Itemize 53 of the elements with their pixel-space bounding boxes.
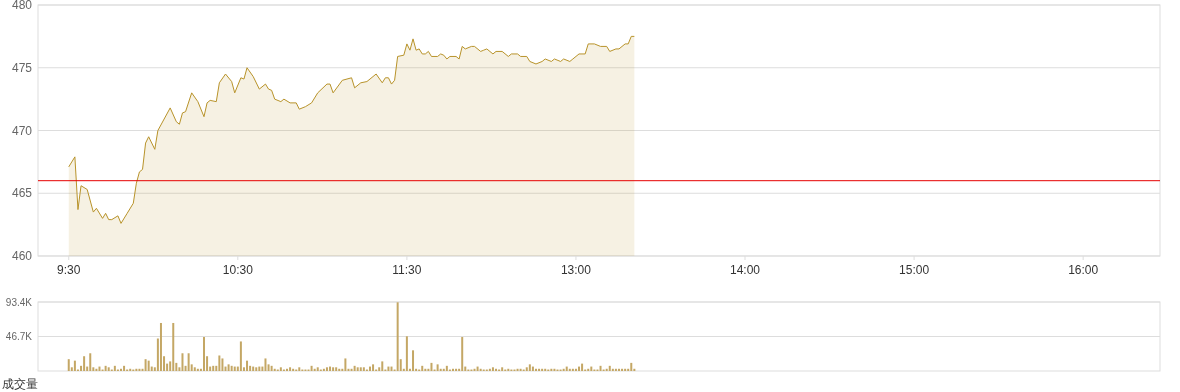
bar	[344, 358, 347, 371]
bar	[325, 367, 328, 371]
bar	[196, 368, 199, 371]
y-tick-label: 480	[11, 0, 33, 13]
y-tick-label: 475	[11, 60, 33, 75]
y-tick-label: 470	[11, 123, 33, 138]
x-tick-label: 10:30	[222, 263, 254, 277]
x-axis-title: 成交量	[2, 377, 38, 391]
bar	[144, 359, 147, 371]
bar	[193, 367, 196, 371]
bar	[239, 341, 242, 371]
bar	[611, 368, 614, 371]
bar	[538, 368, 541, 371]
bar	[159, 322, 162, 371]
bar	[614, 368, 617, 371]
bar	[430, 362, 433, 371]
bar	[120, 368, 122, 371]
bar	[289, 367, 292, 371]
bar	[83, 356, 86, 371]
bar	[89, 353, 92, 371]
bar	[581, 363, 584, 371]
bar	[181, 353, 184, 371]
bar	[630, 362, 633, 371]
bar	[359, 367, 362, 371]
bar	[356, 367, 359, 371]
bar	[267, 364, 270, 371]
bar	[421, 365, 424, 371]
bar	[313, 368, 316, 371]
bar	[123, 365, 126, 371]
x-tick-label: 13:00	[560, 263, 592, 277]
y-tick-label: 46.7K	[5, 331, 33, 342]
bar	[405, 336, 408, 371]
bar	[104, 365, 107, 371]
bar	[436, 364, 439, 371]
bar	[461, 337, 464, 371]
bar	[147, 360, 150, 371]
bar	[372, 364, 375, 371]
bar	[67, 359, 70, 371]
bar	[73, 360, 76, 371]
bar	[113, 365, 116, 371]
bar	[246, 360, 249, 371]
x-tick-label: 9:30	[57, 263, 81, 277]
x-tick-label: 16:00	[1068, 263, 1099, 277]
x-tick-label: 14:00	[730, 263, 761, 277]
y-tick-label: 460	[11, 249, 33, 264]
x-tick-label: 11:30	[392, 263, 422, 277]
bar	[270, 365, 273, 371]
x-tick-label: 15:00	[899, 263, 930, 277]
y-tick-label: 93.4K	[5, 296, 33, 308]
bar	[310, 365, 313, 371]
bar	[599, 365, 602, 371]
y-tick-label: 465	[11, 186, 33, 201]
bar	[617, 368, 620, 371]
